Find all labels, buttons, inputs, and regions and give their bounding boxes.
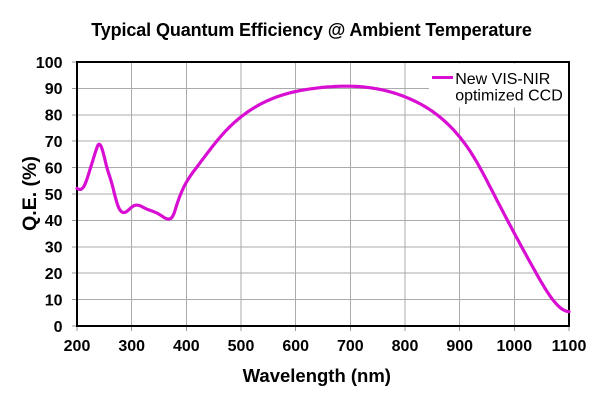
svg-text:10: 10 <box>45 292 63 309</box>
svg-text:40: 40 <box>45 213 63 230</box>
svg-text:1000: 1000 <box>497 338 533 355</box>
svg-text:50: 50 <box>45 187 63 204</box>
svg-text:1100: 1100 <box>552 338 587 355</box>
svg-text:600: 600 <box>282 338 309 355</box>
svg-text:60: 60 <box>45 160 63 177</box>
svg-text:100: 100 <box>36 55 63 72</box>
svg-text:200: 200 <box>64 338 91 355</box>
svg-text:90: 90 <box>45 81 63 98</box>
svg-text:500: 500 <box>228 338 255 355</box>
svg-text:Wavelength (nm): Wavelength (nm) <box>243 365 391 386</box>
svg-text:Q.E. (%): Q.E. (%) <box>19 156 41 231</box>
svg-text:900: 900 <box>446 338 473 355</box>
svg-text:30: 30 <box>45 240 63 257</box>
svg-text:20: 20 <box>45 266 63 283</box>
svg-text:optimized CCD: optimized CCD <box>455 87 563 104</box>
svg-text:80: 80 <box>45 108 63 125</box>
svg-text:300: 300 <box>118 338 145 355</box>
svg-text:New VIS-NIR: New VIS-NIR <box>455 71 550 88</box>
svg-text:Typical Quantum Efficiency @ A: Typical Quantum Efficiency @ Ambient Tem… <box>91 20 532 40</box>
svg-text:70: 70 <box>45 134 63 151</box>
svg-text:0: 0 <box>54 319 63 336</box>
svg-text:400: 400 <box>173 338 200 355</box>
svg-text:800: 800 <box>392 338 419 355</box>
svg-text:700: 700 <box>337 338 364 355</box>
